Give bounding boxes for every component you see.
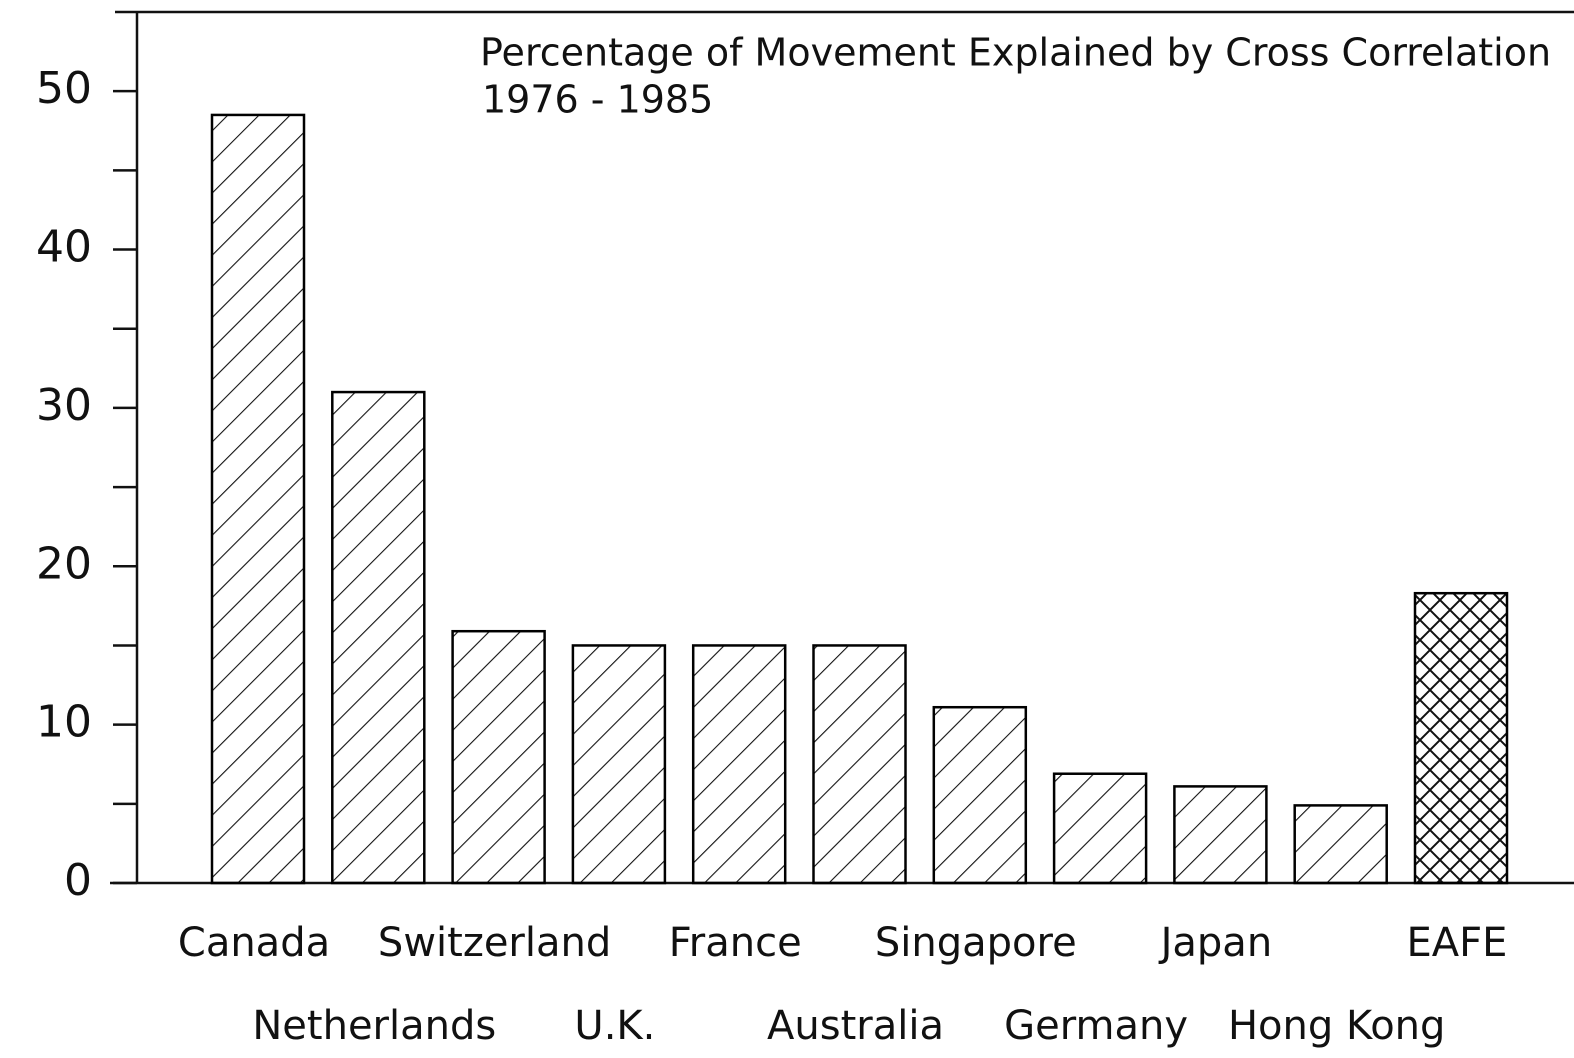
x-tick-label: U.K. xyxy=(574,1003,655,1049)
x-tick-label: Canada xyxy=(178,920,330,966)
x-tick-label: Hong Kong xyxy=(1228,1003,1445,1049)
bar xyxy=(1413,591,1509,885)
bar xyxy=(571,644,667,885)
x-tick-label: Netherlands xyxy=(252,1003,496,1049)
x-tick-label: Switzerland xyxy=(378,920,611,966)
x-tick-label: France xyxy=(669,920,802,966)
bar xyxy=(210,113,306,885)
y-tick-label: 40 xyxy=(36,222,92,273)
x-tick-label: EAFE xyxy=(1407,920,1508,966)
bar xyxy=(1052,772,1148,885)
bar xyxy=(1173,785,1268,885)
y-tick-label: 20 xyxy=(36,538,92,589)
x-tick-label: Japan xyxy=(1158,920,1273,966)
x-tick-label: Germany xyxy=(1004,1003,1188,1049)
bar xyxy=(812,644,907,885)
y-tick-label: 0 xyxy=(64,855,92,906)
bar xyxy=(932,705,1028,885)
bar xyxy=(451,629,546,885)
x-tick-label: Australia xyxy=(767,1003,944,1049)
x-tick-label: Singapore xyxy=(875,920,1077,966)
chart-subtitle: 1976 - 1985 xyxy=(482,78,713,122)
y-tick-label: 30 xyxy=(36,380,92,431)
bar xyxy=(691,644,787,885)
chart-title: Percentage of Movement Explained by Cros… xyxy=(480,31,1551,75)
bar xyxy=(1293,804,1388,885)
bar xyxy=(331,390,426,885)
y-tick-label: 50 xyxy=(36,63,92,114)
y-tick-label: 10 xyxy=(36,697,92,748)
